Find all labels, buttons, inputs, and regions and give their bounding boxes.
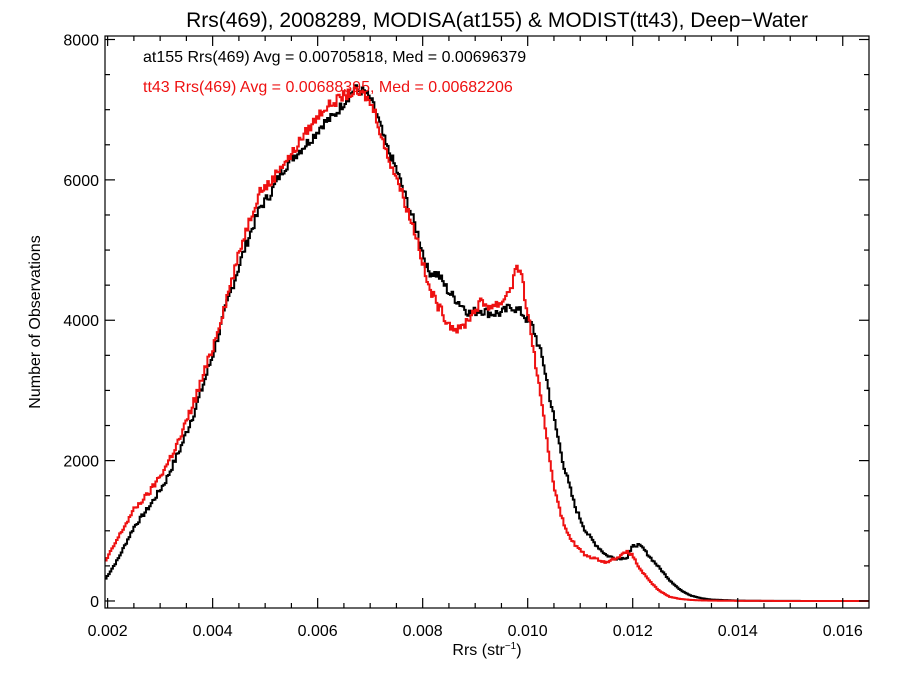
x-tick-label: 0.010 bbox=[508, 623, 548, 640]
x-tick-label: 0.008 bbox=[403, 623, 443, 640]
annotation-tt43: tt43 Rrs(469) Avg = 0.00688395, Med = 0.… bbox=[143, 79, 513, 96]
x-axis-ticks: 0.002 0.004 0.006 0.008 0.010 0.012 0.014 0.016 bbox=[88, 36, 863, 640]
x-tick-label: 0.002 bbox=[88, 623, 128, 640]
series-line-1 bbox=[105, 86, 869, 602]
y-tick-label: 6000 bbox=[63, 173, 99, 190]
series-line-0 bbox=[105, 84, 869, 602]
x-axis-label-close: ) bbox=[516, 642, 521, 659]
x-axis-label-sup: −1 bbox=[505, 641, 517, 652]
x-tick-label: 0.006 bbox=[298, 623, 338, 640]
x-axis-label: Rrs (str−1) bbox=[452, 641, 521, 659]
y-axis-label: Number of Observations bbox=[27, 235, 44, 408]
x-tick-label: 0.004 bbox=[193, 623, 233, 640]
y-tick-label: 2000 bbox=[63, 454, 99, 471]
y-tick-label: 0 bbox=[90, 594, 99, 611]
y-tick-label: 4000 bbox=[63, 313, 99, 330]
x-axis-label-main: Rrs (str bbox=[452, 642, 505, 659]
plot-frame bbox=[104, 35, 870, 609]
x-tick-label: 0.016 bbox=[823, 623, 863, 640]
x-tick-label: 0.014 bbox=[718, 623, 758, 640]
y-tick-label: 8000 bbox=[63, 33, 99, 50]
chart-title: Rrs(469), 2008289, MODISA(at155) & MODIS… bbox=[186, 9, 808, 32]
x-tick-label: 0.012 bbox=[613, 623, 653, 640]
annotation-at155: at155 Rrs(469) Avg = 0.00705818, Med = 0… bbox=[143, 49, 526, 66]
series-layer bbox=[105, 84, 869, 602]
y-axis-ticks: 0 2000 4000 6000 8000 bbox=[63, 33, 869, 611]
